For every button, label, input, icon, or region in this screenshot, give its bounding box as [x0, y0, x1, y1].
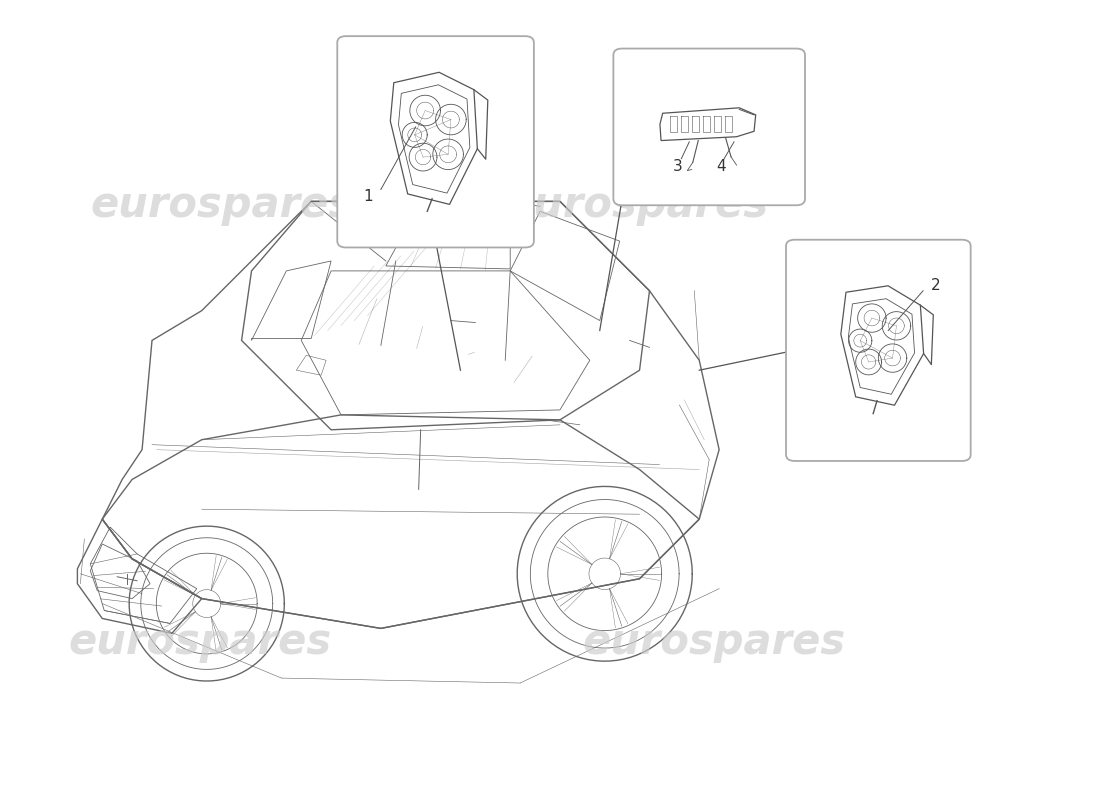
- Text: 2: 2: [932, 278, 940, 294]
- Text: 1: 1: [363, 189, 373, 204]
- FancyBboxPatch shape: [614, 49, 805, 206]
- Text: eurospares: eurospares: [506, 184, 769, 226]
- Text: 3: 3: [672, 159, 682, 174]
- Text: eurospares: eurospares: [68, 622, 331, 663]
- Text: 4: 4: [716, 159, 726, 174]
- FancyBboxPatch shape: [338, 36, 534, 247]
- FancyBboxPatch shape: [786, 240, 970, 461]
- Text: eurospares: eurospares: [583, 622, 846, 663]
- Text: eurospares: eurospares: [90, 184, 353, 226]
